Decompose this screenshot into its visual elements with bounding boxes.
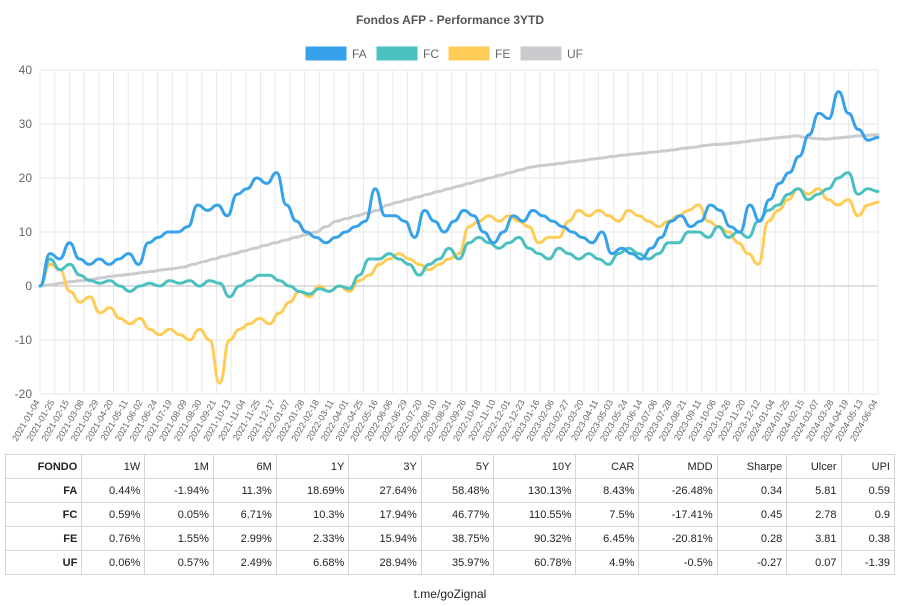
- y-tick-label: 30: [19, 117, 33, 131]
- table-cell: 2.33%: [275, 526, 350, 551]
- table-cell: 46.77%: [420, 502, 495, 527]
- x-axis: 2021-01-042021-01-252021-02-152021-03-08…: [10, 398, 880, 443]
- series-line-uf: [38, 133, 880, 288]
- table-header-cell: FONDO: [4, 454, 83, 479]
- table-row: FE 0.76% 1.55% 2.99% 2.33% 15.94% 38.75%…: [4, 526, 896, 551]
- table-cell: 4.9%: [575, 550, 640, 575]
- legend-label-fc[interactable]: FC: [423, 47, 439, 61]
- y-axis: -20 -10 0 10 20 30 40: [15, 63, 33, 401]
- table-cell: 3.81: [786, 526, 842, 551]
- footer-link-text: t.me/goZignal: [413, 587, 487, 601]
- table-header-cell: CAR: [575, 454, 640, 479]
- table-cell: 0.57%: [144, 550, 214, 575]
- y-tick-label: -20: [15, 387, 33, 401]
- table-header-cell: 5Y: [420, 454, 495, 479]
- table-cell-fondo: FC: [4, 502, 83, 527]
- table-cell: 10.3%: [275, 502, 350, 527]
- legend-swatch-fc[interactable]: [376, 46, 418, 61]
- legend-label-uf[interactable]: UF: [567, 47, 583, 61]
- table-header-cell: MDD: [638, 454, 718, 479]
- table-cell: 0.59: [840, 478, 896, 503]
- table-cell: 2.99%: [212, 526, 277, 551]
- table-cell: 17.94%: [348, 502, 422, 527]
- chart-title: Fondos AFP - Performance 3YTD: [356, 13, 544, 27]
- performance-table: FONDO 1W 1M 6M 1Y 3Y 5Y 10Y CAR MDD Shar…: [4, 454, 896, 575]
- table-cell: 2.78: [786, 502, 842, 527]
- table-cell: 0.38: [840, 526, 896, 551]
- performance-chart: Fondos AFP - Performance 3YTD FA FC FE UF -…: [10, 13, 880, 443]
- table-cell: 0.07: [786, 550, 842, 575]
- table-cell: 18.69%: [275, 478, 350, 503]
- legend-swatch-fa[interactable]: [305, 46, 347, 61]
- table-header-cell: 6M: [212, 454, 277, 479]
- table-cell: 11.3%: [212, 478, 277, 503]
- chart-legend: FA FC FE UF: [305, 46, 583, 61]
- table-cell: -26.48%: [638, 478, 718, 503]
- table-cell: 27.64%: [348, 478, 422, 503]
- legend-label-fa[interactable]: FA: [352, 47, 367, 61]
- table-header-row: FONDO 1W 1M 6M 1Y 3Y 5Y 10Y CAR MDD Shar…: [4, 454, 896, 479]
- table-header-cell: 1W: [81, 454, 146, 479]
- table-cell: 0.76%: [81, 526, 146, 551]
- table-cell: 35.97%: [420, 550, 495, 575]
- table-cell: 90.32%: [493, 526, 577, 551]
- table-cell: 7.5%: [575, 502, 640, 527]
- table-cell: 0.9: [840, 502, 896, 527]
- table-cell: 0.28: [716, 526, 788, 551]
- table-cell: 5.81: [786, 478, 842, 503]
- table-row: FA 0.44% -1.94% 11.3% 18.69% 27.64% 58.4…: [4, 478, 896, 503]
- y-tick-label: 40: [19, 63, 33, 77]
- table-cell: 6.45%: [575, 526, 640, 551]
- series-lines: [38, 90, 880, 385]
- table-cell-fondo: FA: [4, 478, 83, 503]
- table-row: FC 0.59% 0.05% 6.71% 10.3% 17.94% 46.77%…: [4, 502, 896, 527]
- table-cell: 15.94%: [348, 526, 422, 551]
- table-cell: -20.81%: [638, 526, 718, 551]
- table-cell: -1.39: [840, 550, 896, 575]
- series-line-fa: [38, 90, 880, 288]
- legend-swatch-uf[interactable]: [520, 46, 562, 61]
- table-header-cell: UPI: [840, 454, 896, 479]
- table-cell: 6.68%: [275, 550, 350, 575]
- legend-swatch-fe[interactable]: [448, 46, 490, 61]
- table-cell: 0.45: [716, 502, 788, 527]
- table-cell: 8.43%: [575, 478, 640, 503]
- table-header-cell: 3Y: [348, 454, 422, 479]
- table-cell: 38.75%: [420, 526, 495, 551]
- series-line-fe: [38, 187, 880, 385]
- table-cell: 2.49%: [212, 550, 277, 575]
- table-header-cell: 1M: [144, 454, 214, 479]
- table-cell: 1.55%: [144, 526, 214, 551]
- table-cell: -0.5%: [638, 550, 718, 575]
- table-cell-fondo: UF: [4, 550, 83, 575]
- table-cell: 0.44%: [81, 478, 146, 503]
- table-cell: 60.78%: [493, 550, 577, 575]
- table-cell: 58.48%: [420, 478, 495, 503]
- table-header-cell: Sharpe: [716, 454, 788, 479]
- table-row: UF 0.06% 0.57% 2.49% 6.68% 28.94% 35.97%…: [4, 550, 896, 575]
- table-cell: -1.94%: [144, 478, 214, 503]
- legend-label-fe[interactable]: FE: [495, 47, 510, 61]
- table-cell: 110.55%: [493, 502, 577, 527]
- table-cell: 28.94%: [348, 550, 422, 575]
- y-tick-label: 0: [25, 279, 32, 293]
- series-line-fc: [38, 171, 880, 299]
- table-header-cell: 10Y: [493, 454, 577, 479]
- y-tick-label: -10: [15, 333, 33, 347]
- table-cell: 0.05%: [144, 502, 214, 527]
- y-tick-label: 10: [19, 225, 33, 239]
- y-tick-label: 20: [19, 171, 33, 185]
- table-cell: 0.06%: [81, 550, 146, 575]
- table-cell: -0.27: [716, 550, 788, 575]
- table-cell-fondo: FE: [4, 526, 83, 551]
- table-header-cell: Ulcer: [786, 454, 842, 479]
- table-cell: -17.41%: [638, 502, 718, 527]
- table-cell: 6.71%: [212, 502, 277, 527]
- table-cell: 130.13%: [493, 478, 577, 503]
- table-cell: 0.34: [716, 478, 788, 503]
- table-cell: 0.59%: [81, 502, 146, 527]
- table-header-cell: 1Y: [275, 454, 350, 479]
